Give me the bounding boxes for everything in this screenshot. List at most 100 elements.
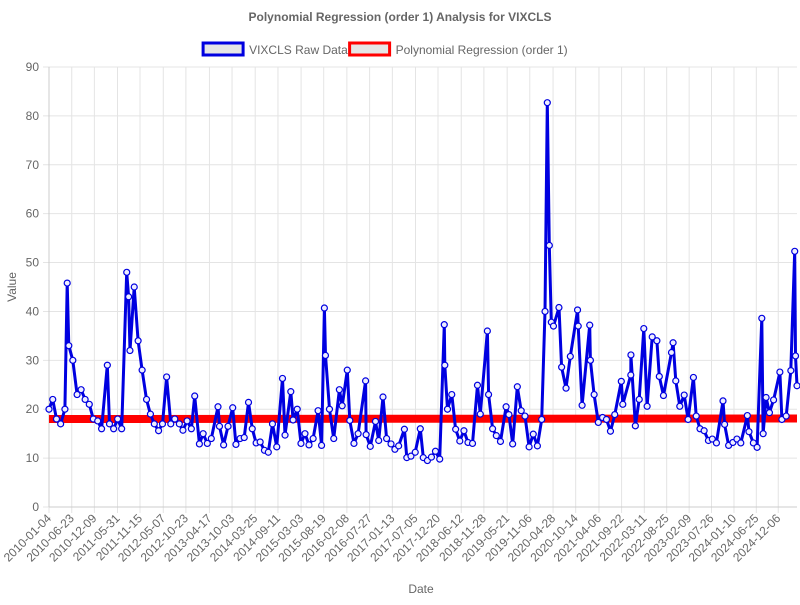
data-point <box>379 393 387 401</box>
data-point <box>229 404 237 412</box>
data-point <box>65 342 73 350</box>
data-point <box>287 388 295 396</box>
data-point <box>521 412 529 420</box>
data-point <box>146 410 155 418</box>
data-point <box>343 366 351 374</box>
data-point <box>655 372 663 381</box>
data-point <box>793 382 800 390</box>
data-point <box>123 268 131 276</box>
data-point <box>627 371 635 379</box>
data-point <box>669 339 677 347</box>
data-point <box>667 348 676 357</box>
data-point <box>456 437 464 445</box>
legend-swatch <box>348 41 392 57</box>
data-point <box>354 430 362 438</box>
x-axis-label: Date <box>408 582 434 596</box>
data-point <box>787 367 795 375</box>
data-point <box>273 443 281 451</box>
data-point <box>659 391 668 400</box>
data-point <box>692 412 700 420</box>
data-point <box>118 425 126 433</box>
data-point <box>427 453 436 461</box>
data-point <box>791 247 799 255</box>
data-point <box>611 411 619 419</box>
y-tick-label: 60 <box>26 207 40 221</box>
data-point <box>150 420 158 428</box>
data-point <box>416 425 424 433</box>
data-point <box>448 390 456 399</box>
y-tick-label: 10 <box>26 451 40 465</box>
legend-swatch <box>201 41 245 57</box>
data-point <box>680 391 688 399</box>
data-point <box>712 439 721 447</box>
data-point <box>171 415 179 423</box>
data-point <box>431 447 440 455</box>
y-tick-label: 90 <box>26 60 40 74</box>
data-point <box>640 324 648 333</box>
data-point <box>207 434 215 443</box>
data-point <box>749 439 757 447</box>
data-point <box>648 333 656 341</box>
data-point <box>452 425 460 433</box>
data-point <box>672 377 680 385</box>
data-point <box>214 403 222 411</box>
data-point <box>248 425 256 433</box>
data-point <box>488 425 497 433</box>
data-point <box>375 436 383 445</box>
data-point <box>49 395 57 404</box>
data-point <box>549 322 558 330</box>
data-point <box>776 368 784 376</box>
data-point <box>134 337 142 345</box>
data-point <box>350 439 358 448</box>
data-point <box>383 434 391 443</box>
data-point <box>125 293 133 301</box>
data-point <box>362 431 370 439</box>
data-point <box>460 427 468 435</box>
data-point <box>77 386 85 394</box>
data-point <box>297 439 305 448</box>
data-point <box>627 351 635 359</box>
data-point <box>130 283 138 291</box>
data-point <box>545 241 553 250</box>
data-point <box>676 402 684 410</box>
data-point <box>94 417 102 425</box>
data-point <box>183 417 191 425</box>
data-point <box>187 425 195 433</box>
data-point <box>525 443 533 451</box>
data-point <box>163 373 171 381</box>
data-point <box>85 400 93 408</box>
data-point <box>484 390 493 399</box>
data-point <box>617 377 625 385</box>
data-point <box>769 396 778 404</box>
legend-label: Polynomial Regression (order 1) <box>396 43 568 57</box>
data-point <box>264 448 272 456</box>
data-point <box>301 430 309 438</box>
data-point <box>175 420 183 428</box>
data-point <box>114 415 122 423</box>
legend-label: VIXCLS Raw Data <box>249 43 348 57</box>
data-point <box>395 442 403 450</box>
data-point <box>195 440 204 448</box>
data-point <box>179 426 187 434</box>
y-tick-label: 20 <box>26 402 40 416</box>
data-point <box>586 356 594 364</box>
data-point <box>57 420 65 428</box>
data-point <box>543 99 551 107</box>
y-tick-label: 40 <box>26 304 40 318</box>
data-point <box>505 411 513 419</box>
chart-title: Polynomial Regression (order 1) Analysis… <box>249 10 552 24</box>
data-point <box>513 383 521 391</box>
data-point <box>256 438 264 446</box>
data-point <box>309 434 317 443</box>
data-point <box>737 439 745 447</box>
data-point <box>138 366 146 374</box>
data-point <box>361 377 370 385</box>
data-point <box>483 327 491 335</box>
data-point <box>224 422 232 430</box>
data-point <box>689 373 698 382</box>
data-point <box>346 416 354 425</box>
data-point <box>533 442 542 450</box>
data-point <box>105 420 114 428</box>
data-point <box>566 352 574 361</box>
data-point <box>97 425 106 433</box>
